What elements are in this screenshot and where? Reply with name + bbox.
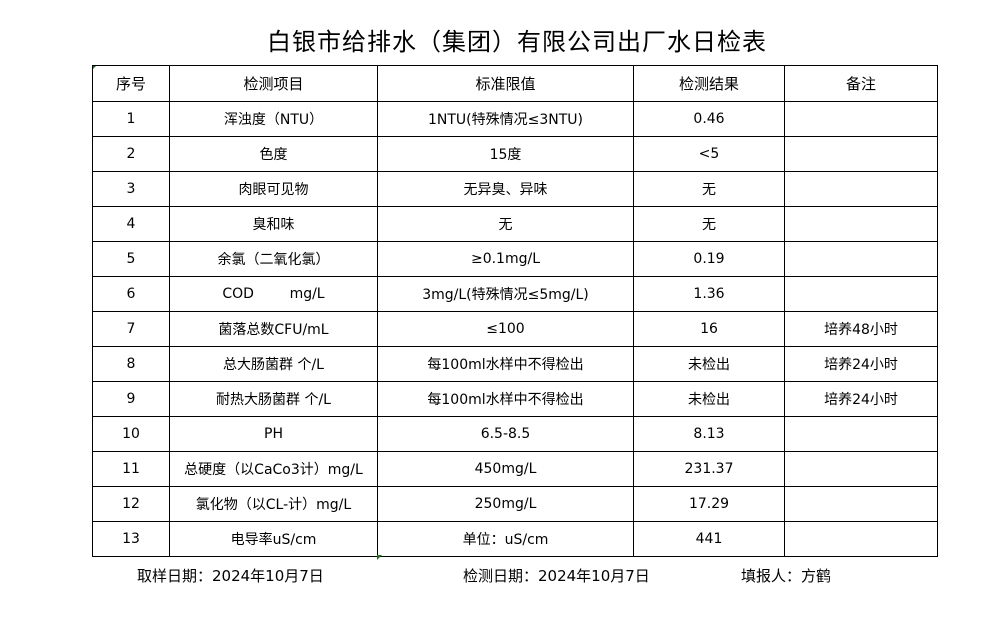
cell-result: 441	[633, 521, 785, 557]
cell-index: 2	[92, 136, 170, 172]
cell-standard-limit: 250mg/L	[377, 486, 634, 522]
cell-result: 17.29	[633, 486, 785, 522]
cell-remark: 培养24小时	[784, 381, 938, 417]
cell-result: 8.13	[633, 416, 785, 452]
cell-remark	[784, 206, 938, 242]
cell-item: COD mg/L	[169, 276, 378, 312]
cell-item: 氯化物（以CL-计）mg/L	[169, 486, 378, 522]
table-row: 7 菌落总数CFU/mL ≤100 16 培养48小时	[92, 311, 938, 347]
cell-remark	[784, 451, 938, 487]
test-date: 检测日期：2024年10月7日	[463, 567, 650, 585]
cell-result: 1.36	[633, 276, 785, 312]
cell-result: <5	[633, 136, 785, 172]
cell-item: 肉眼可见物	[169, 171, 378, 207]
cell-result: 未检出	[633, 381, 785, 417]
cell-index: 12	[92, 486, 170, 522]
cell-remark	[784, 241, 938, 277]
cell-result: 0.46	[633, 101, 785, 137]
filled-by: 填报人：方鹤	[741, 567, 832, 585]
cell-standard-limit: 无	[377, 206, 634, 242]
cell-remark: 培养24小时	[784, 346, 938, 382]
table-row: 5 余氯（二氧化氯） ≥0.1mg/L 0.19	[92, 241, 938, 277]
cell-standard-limit: 450mg/L	[377, 451, 634, 487]
sampling-date: 取样日期：2024年10月7日	[137, 567, 324, 585]
cell-index: 8	[92, 346, 170, 382]
cell-standard-limit: ≤100	[377, 311, 634, 347]
cell-standard-limit: 每100ml水样中不得检出	[377, 346, 634, 382]
cell-index: 6	[92, 276, 170, 312]
table-row: 9 耐热大肠菌群 个/L 每100ml水样中不得检出 未检出 培养24小时	[92, 381, 938, 417]
page-title: 白银市给排水（集团）有限公司出厂水日检表	[267, 28, 767, 56]
table-row: 2 色度 15度 <5	[92, 136, 938, 172]
cell-remark	[784, 101, 938, 137]
cell-index: 5	[92, 241, 170, 277]
table-row: 3 肉眼可见物 无异臭、异味无	[92, 171, 938, 207]
table-row: 8 总大肠菌群 个/L 每100ml水样中不得检出 未检出 培养24小时	[92, 346, 938, 382]
table-row: 4 臭和味无无	[92, 206, 938, 242]
cell-item: PH	[169, 416, 378, 452]
cell-item: 色度	[169, 136, 378, 172]
cell-standard-limit: 无异臭、异味	[377, 171, 634, 207]
cell-item: 浑浊度（NTU）	[169, 101, 378, 137]
cell-index: 13	[92, 521, 170, 557]
cell-remark	[784, 171, 938, 207]
cell-index: 10	[92, 416, 170, 452]
header-standard-limit: 标准限值	[377, 65, 634, 102]
cell-index: 9	[92, 381, 170, 417]
cell-item: 菌落总数CFU/mL	[169, 311, 378, 347]
cell-index: 11	[92, 451, 170, 487]
cell-item: 余氯（二氧化氯）	[169, 241, 378, 277]
cell-item: 电导率uS/cm	[169, 521, 378, 557]
cell-standard-limit: 3mg/L(特殊情况≤5mg/L)	[377, 276, 634, 312]
cell-remark: 培养48小时	[784, 311, 938, 347]
cell-item: 耐热大肠菌群 个/L	[169, 381, 378, 417]
cell-remark	[784, 136, 938, 172]
table-row: 12 氯化物（以CL-计）mg/L 250mg/L 17.29	[92, 486, 938, 522]
header-index: 序号	[92, 65, 170, 102]
cell-index: 7	[92, 311, 170, 347]
cell-standard-limit: ≥0.1mg/L	[377, 241, 634, 277]
table-row: 11 总硬度（以CaCo3计）mg/L 450mg/L 231.37	[92, 451, 938, 487]
cell-marker-icon	[377, 555, 382, 560]
cell-standard-limit: 单位：uS/cm	[377, 521, 634, 557]
cell-index: 4	[92, 206, 170, 242]
cell-standard-limit: 6.5-8.5	[377, 416, 634, 452]
cell-standard-limit: 15度	[377, 136, 634, 172]
table-row: 10 PH 6.5-8.5 8.13	[92, 416, 938, 452]
cell-remark	[784, 276, 938, 312]
cell-remark	[784, 486, 938, 522]
cell-result: 16	[633, 311, 785, 347]
table-row: 13 电导率uS/cm 单位：uS/cm 441	[92, 521, 938, 557]
cell-result: 未检出	[633, 346, 785, 382]
cell-standard-limit: 每100ml水样中不得检出	[377, 381, 634, 417]
cell-index: 3	[92, 171, 170, 207]
cell-result: 0.19	[633, 241, 785, 277]
table-row: 6 COD mg/L 3mg/L(特殊情况≤5mg/L) 1.36	[92, 276, 938, 312]
table-header-row: 序号 检测项目 标准限值 检测结果 备注	[92, 65, 938, 102]
header-result: 检测结果	[633, 65, 785, 102]
cell-result: 无	[633, 171, 785, 207]
header-remark: 备注	[784, 65, 938, 102]
cell-item: 总大肠菌群 个/L	[169, 346, 378, 382]
table-row: 1 浑浊度（NTU） 1NTU(特殊情况≤3NTU) 0.46	[92, 101, 938, 137]
cell-remark	[784, 416, 938, 452]
cell-item: 臭和味	[169, 206, 378, 242]
cell-item: 总硬度（以CaCo3计）mg/L	[169, 451, 378, 487]
cell-standard-limit: 1NTU(特殊情况≤3NTU)	[377, 101, 634, 137]
cell-result: 231.37	[633, 451, 785, 487]
header-item: 检测项目	[169, 65, 378, 102]
cell-remark	[784, 521, 938, 557]
inspection-table: 序号 检测项目 标准限值 检测结果 备注 1 浑浊度（NTU） 1NTU(特殊情况≤3NTU)…	[92, 65, 938, 557]
cell-result: 无	[633, 206, 785, 242]
cell-index: 1	[92, 101, 170, 137]
